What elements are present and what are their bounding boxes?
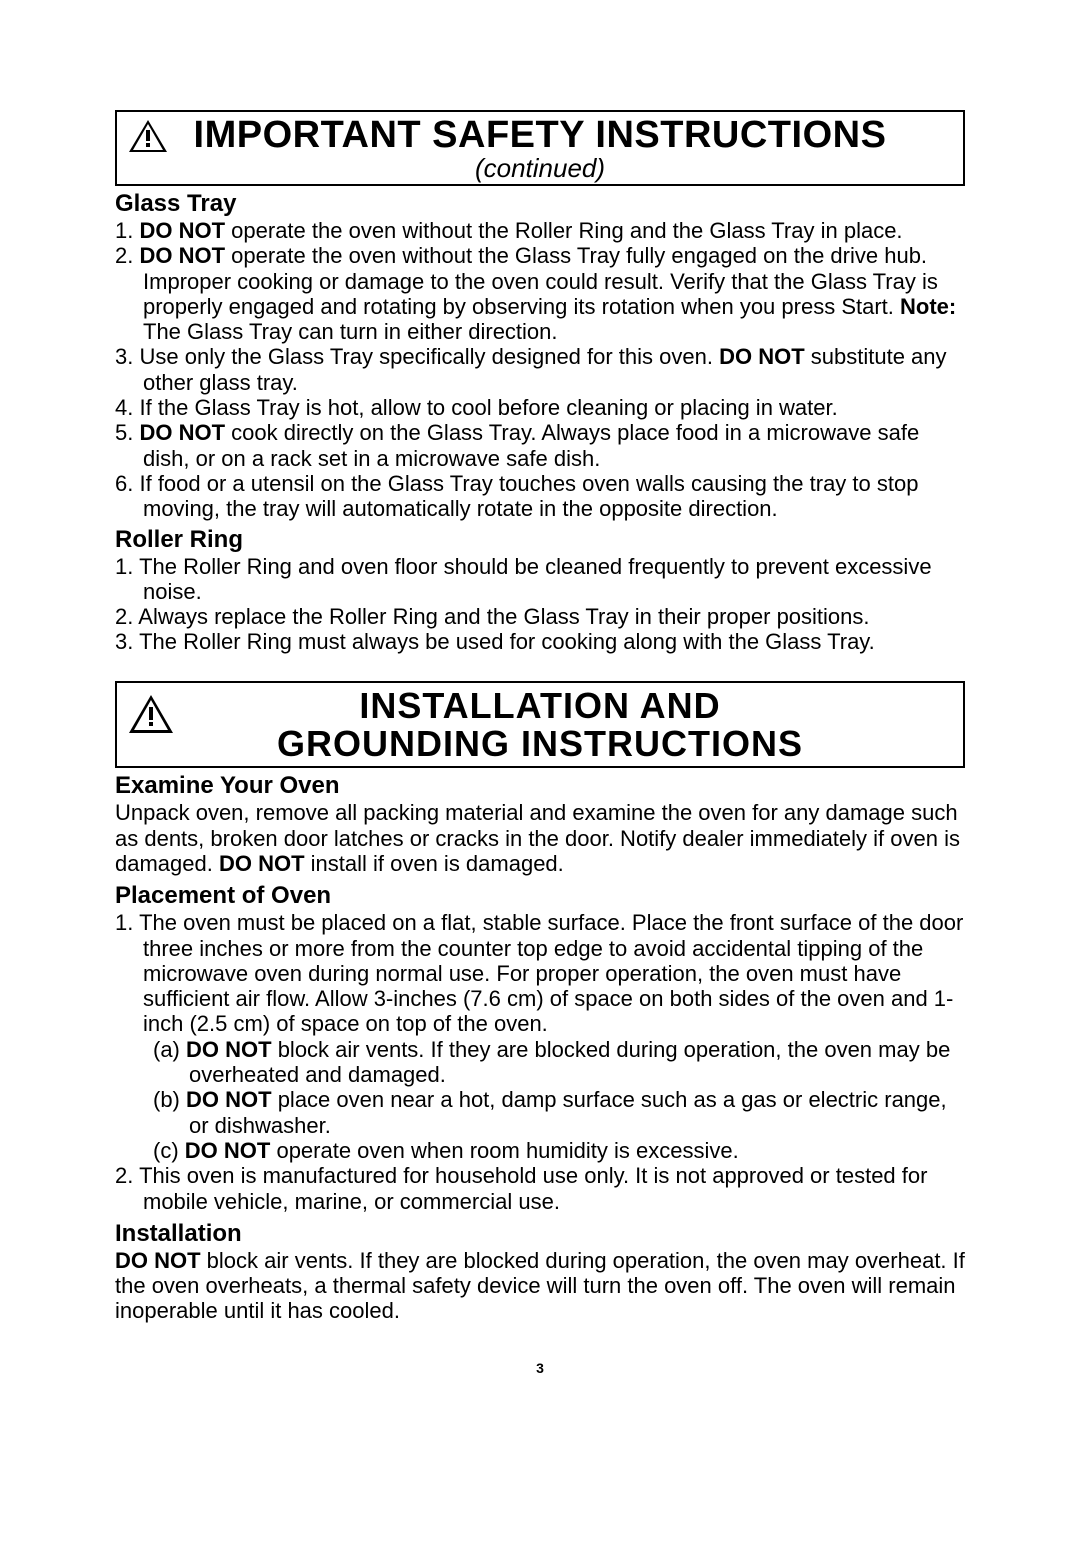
sublist-item: (a) DO NOT block air vents. If they are … bbox=[153, 1037, 965, 1088]
sublist-item: (c) DO NOT operate oven when room humidi… bbox=[153, 1138, 965, 1163]
warning-icon bbox=[127, 693, 175, 740]
warning-icon bbox=[127, 118, 169, 159]
installation-heading-box: INSTALLATION AND GROUNDING INSTRUCTIONS bbox=[115, 681, 965, 769]
list-item: 1. DO NOT operate the oven without the R… bbox=[115, 218, 965, 243]
placement-title: Placement of Oven bbox=[115, 882, 965, 910]
examine-title: Examine Your Oven bbox=[115, 772, 965, 800]
list-item: 3. Use only the Glass Tray specifically … bbox=[115, 344, 965, 395]
list-item: 5. DO NOT cook directly on the Glass Tra… bbox=[115, 420, 965, 471]
heading-title: IMPORTANT SAFETY INSTRUCTIONS bbox=[194, 114, 887, 157]
heading2-line2: GROUNDING INSTRUCTIONS bbox=[125, 725, 955, 763]
heading-subtitle: (continued) bbox=[125, 153, 955, 184]
glass-tray-title: Glass Tray bbox=[115, 190, 965, 218]
heading2-line1: INSTALLATION AND bbox=[125, 687, 955, 725]
examine-text: Unpack oven, remove all packing material… bbox=[115, 800, 965, 876]
placement-list: 1. The oven must be placed on a flat, st… bbox=[115, 910, 965, 1036]
list-item: 2. DO NOT operate the oven without the G… bbox=[115, 243, 965, 344]
safety-instructions-heading-box: IMPORTANT SAFETY INSTRUCTIONS (continued… bbox=[115, 110, 965, 186]
list-item: 2. Always replace the Roller Ring and th… bbox=[115, 604, 965, 629]
placement-list-2: 2. This oven is manufactured for househo… bbox=[115, 1163, 965, 1214]
list-item: 1. The oven must be placed on a flat, st… bbox=[115, 910, 965, 1036]
glass-tray-list: 1. DO NOT operate the oven without the R… bbox=[115, 218, 965, 522]
page-number: 3 bbox=[115, 1360, 965, 1376]
sublist-item: (b) DO NOT place oven near a hot, damp s… bbox=[153, 1087, 965, 1138]
list-item: 3. The Roller Ring must always be used f… bbox=[115, 629, 965, 654]
roller-ring-list: 1. The Roller Ring and oven floor should… bbox=[115, 554, 965, 655]
installation-title: Installation bbox=[115, 1220, 965, 1248]
installation-text: DO NOT block air vents. If they are bloc… bbox=[115, 1248, 965, 1324]
list-item: 6. If food or a utensil on the Glass Tra… bbox=[115, 471, 965, 522]
list-item: 1. The Roller Ring and oven floor should… bbox=[115, 554, 965, 605]
list-item: 2. This oven is manufactured for househo… bbox=[115, 1163, 965, 1214]
placement-sublist: (a) DO NOT block air vents. If they are … bbox=[115, 1037, 965, 1163]
roller-ring-title: Roller Ring bbox=[115, 526, 965, 554]
list-item: 4. If the Glass Tray is hot, allow to co… bbox=[115, 395, 965, 420]
